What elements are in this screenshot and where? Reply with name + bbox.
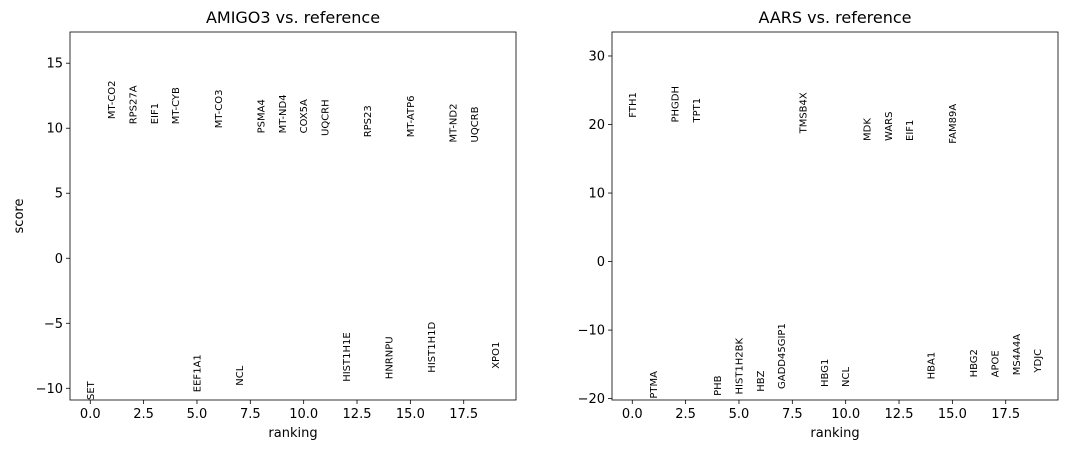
x-tick-label: 15.0: [938, 407, 967, 422]
gene-label-tmsb4x: TMSB4X: [799, 92, 810, 134]
x-tick-label: 5.0: [729, 407, 750, 422]
y-tick-label: 5: [55, 187, 63, 202]
chart-title: AARS vs. reference: [758, 8, 911, 27]
gene-label-fth1: FTH1: [628, 92, 639, 118]
x-tick-label: 17.5: [991, 407, 1020, 422]
gene-label-rps27a: RPS27A: [129, 85, 140, 124]
y-tick-label: 0: [55, 252, 63, 267]
y-tick-label: 10: [588, 187, 605, 202]
gene-label-hnrnpu: HNRNPU: [385, 336, 396, 379]
x-tick-label: 7.5: [240, 407, 261, 422]
gene-label-wars: WARS: [884, 112, 895, 141]
gene-label-eef1a1: EEF1A1: [193, 354, 204, 392]
x-axis-label: ranking: [268, 426, 317, 441]
y-tick-label: 10: [46, 122, 63, 137]
gene-label-ncl: NCL: [841, 367, 852, 387]
gene-label-eif1: EIF1: [905, 120, 916, 141]
gene-label-gadd45gip1: GADD45GIP1: [777, 323, 788, 389]
chart-title: AMIGO3 vs. reference: [206, 8, 380, 27]
gene-label-tpt1: TPT1: [692, 98, 703, 124]
y-tick-label: 30: [588, 49, 605, 64]
gene-label-fam89a: FAM89A: [948, 104, 959, 144]
gene-label-mdk: MDK: [863, 118, 874, 141]
gene-label-phgdh: PHGDH: [671, 86, 682, 123]
gene-label-eif1: EIF1: [150, 103, 161, 124]
y-tick-label: 15: [46, 57, 63, 72]
panel-aars: FTH1 PHGDH TPT1 TMSB4X MDK WARS EIF1 FAM89A PTMA…: [578, 8, 1059, 441]
x-tick-label: 0.0: [80, 407, 101, 422]
gene-label-cox5a: COX5A: [299, 99, 310, 133]
axes-frame: [611, 31, 1059, 401]
gene-label-mt-co3: MT-CO3: [214, 90, 225, 129]
y-tick-label: −20: [578, 392, 605, 407]
gene-label-hist1h1e: HIST1H1E: [342, 332, 353, 382]
gene-label-hist1h1d: HIST1H1D: [427, 322, 438, 373]
x-tick-label: 12.5: [343, 407, 372, 422]
x-tick-label: 2.5: [675, 407, 696, 422]
gene-label-mt-nd4: MT-ND4: [278, 94, 289, 133]
gene-label-apoe: APOE: [991, 350, 1002, 377]
gene-label-rps23: RPS23: [363, 105, 374, 137]
gene-label-ptma: PTMA: [649, 371, 660, 399]
gene-label-ms4a4a: MS4A4A: [1012, 334, 1023, 376]
gene-label-mt-nd2: MT-ND2: [449, 104, 460, 143]
gene-label-hbz: HBZ: [756, 370, 767, 391]
gene-label-mt-co2: MT-CO2: [107, 80, 118, 119]
x-tick-label: 15.0: [396, 407, 425, 422]
gene-label-hba1: HBA1: [927, 352, 938, 380]
x-axis-label: ranking: [810, 426, 859, 441]
gene-label-psma4: PSMA4: [257, 99, 268, 133]
x-tick-label: 2.5: [133, 407, 154, 422]
gene-label-xpo1: XPO1: [491, 342, 502, 369]
x-tick-label: 10.0: [289, 407, 318, 422]
y-tick-label: −5: [44, 317, 63, 332]
y-tick-label: 0: [597, 255, 605, 270]
gene-label-ydjc: YDJC: [1033, 349, 1044, 374]
gene-label-set: SET: [86, 380, 97, 400]
x-tick-label: 17.5: [449, 407, 478, 422]
y-tick-label: −10: [578, 324, 605, 339]
gene-label-ncl: NCL: [235, 365, 246, 385]
x-tick-label: 10.0: [831, 407, 860, 422]
panel-amigo3: MT-CO2 RPS27A EIF1 MT-CYB MT-CO3 PSMA4 MT-ND4 C…: [12, 8, 517, 441]
y-tick-label: −10: [36, 382, 63, 397]
gene-label-hbg2: HBG2: [969, 349, 980, 377]
x-tick-label: 7.5: [782, 407, 803, 422]
gene-label-hist1h2bk: HIST1H2BK: [735, 337, 746, 394]
y-axis-label: score: [12, 199, 27, 234]
gene-label-mt-cyb: MT-CYB: [171, 87, 182, 124]
gene-label-hbg1: HBG1: [820, 359, 831, 387]
x-tick-label: 0.0: [622, 407, 643, 422]
gene-label-mt-atp6: MT-ATP6: [406, 96, 417, 138]
y-tick-label: 20: [588, 118, 605, 133]
gene-label-uqcrb: UQCRB: [470, 106, 481, 142]
axes-frame: [69, 31, 517, 401]
gene-label-phb: PHB: [713, 375, 724, 396]
x-tick-label: 5.0: [187, 407, 208, 422]
gene-label-uqcrh: UQCRH: [321, 99, 332, 136]
x-tick-label: 12.5: [885, 407, 914, 422]
